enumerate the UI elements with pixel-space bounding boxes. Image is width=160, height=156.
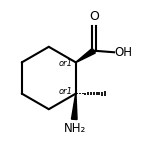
Text: or1: or1 — [59, 87, 73, 96]
Text: OH: OH — [115, 46, 133, 59]
Text: O: O — [89, 10, 99, 23]
Polygon shape — [72, 94, 77, 119]
Text: NH₂: NH₂ — [64, 122, 86, 135]
Polygon shape — [76, 48, 95, 63]
Text: or1: or1 — [59, 59, 73, 68]
